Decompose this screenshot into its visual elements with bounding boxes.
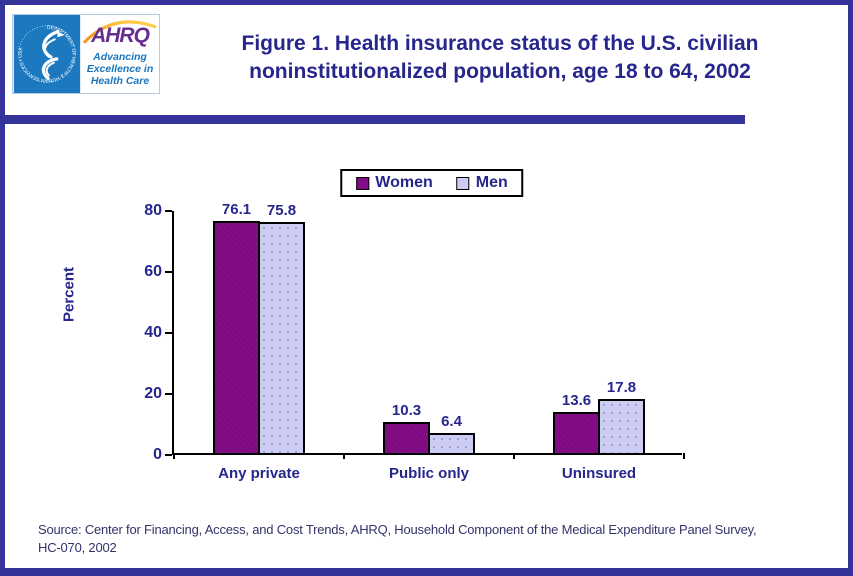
- y-tick-mark: [165, 210, 172, 212]
- bar-value-label: 75.8: [266, 201, 297, 219]
- figure-title-line1: Figure 1. Health insurance status of the…: [241, 32, 759, 55]
- chart-legend: Women Men: [340, 169, 524, 197]
- ahrq-tagline: Advancing Excellence in Health Care: [81, 51, 159, 87]
- figure-title-line2: noninstitutionalized population, age 18 …: [249, 60, 751, 83]
- ahrq-wordmark: AHRQ: [91, 24, 150, 47]
- y-tick-label: 20: [144, 385, 162, 402]
- y-tick-mark: [165, 271, 172, 273]
- ahrq-arc-icon: [82, 20, 157, 44]
- y-tick-mark: [165, 454, 172, 456]
- tagline-line: Excellence in: [86, 63, 154, 75]
- bar-men-uninsured: 17.8: [598, 379, 645, 453]
- bar-women-any-private: 76.1: [213, 201, 260, 453]
- y-tick-label: 0: [153, 446, 162, 463]
- bar-value-label: 76.1: [221, 200, 252, 218]
- header-divider: [4, 115, 745, 124]
- bar-men-any-private: 75.8: [258, 202, 305, 453]
- y-tick-mark: [165, 393, 172, 395]
- hhs-seal-icon: DEPARTMENT OF HEALTH & HUMAN SERVICES • …: [13, 15, 81, 93]
- y-tick-label: 60: [144, 263, 162, 280]
- bar-women-public-only: 10.3: [383, 402, 430, 453]
- y-tick-mark: [165, 332, 172, 334]
- tagline-line: Health Care: [90, 75, 150, 87]
- plot-area: 0 20 40 60 80 76.1 75.8 Any private 10.3 6.4 Publi…: [144, 201, 685, 482]
- legend-label: Women: [375, 174, 433, 191]
- legend-swatch-women: [356, 176, 370, 190]
- x-tick-mark: [343, 453, 345, 459]
- bar-group: 13.6 17.8: [514, 211, 684, 453]
- ahrq-logo: AHRQ Advancing Excellence in Health Care: [81, 15, 159, 93]
- x-tick-mark: [513, 453, 515, 459]
- bar-women-uninsured: 13.6: [553, 392, 600, 453]
- bar-value-label: 6.4: [441, 413, 462, 431]
- y-axis-label: Percent: [60, 266, 78, 323]
- bar-value-label: 13.6: [561, 391, 592, 409]
- bar-group: 10.3 6.4: [344, 211, 514, 453]
- bar-value-label: 17.8: [606, 378, 637, 396]
- bar-group: 76.1 75.8: [174, 201, 344, 453]
- bar-men-public-only: 6.4: [428, 413, 475, 453]
- legend-swatch-men: [456, 176, 470, 190]
- legend-label: Men: [475, 174, 508, 191]
- y-tick-label: 80: [144, 202, 162, 219]
- legend-item-men: Men: [456, 174, 508, 192]
- hhs-ahrq-logo: DEPARTMENT OF HEALTH & HUMAN SERVICES • …: [12, 14, 160, 94]
- hhs-eagle-icon: [41, 29, 65, 81]
- bar-value-label: 10.3: [391, 401, 422, 419]
- y-tick-label: 40: [144, 324, 162, 341]
- category-label: Any private: [218, 465, 300, 482]
- category-label: Uninsured: [561, 465, 637, 482]
- legend-item-women: Women: [356, 174, 433, 192]
- figure-title: Figure 1. Health insurance status of the…: [170, 30, 830, 86]
- source-note: Source: Center for Financing, Access, an…: [38, 521, 833, 557]
- source-line1: Source: Center for Financing, Access, an…: [38, 522, 757, 537]
- tagline-line: Advancing: [93, 51, 147, 63]
- source-line2: HC-070, 2002: [38, 540, 117, 555]
- category-label: Public only: [388, 465, 469, 482]
- x-tick-mark: [173, 453, 175, 459]
- x-tick-mark: [683, 453, 685, 459]
